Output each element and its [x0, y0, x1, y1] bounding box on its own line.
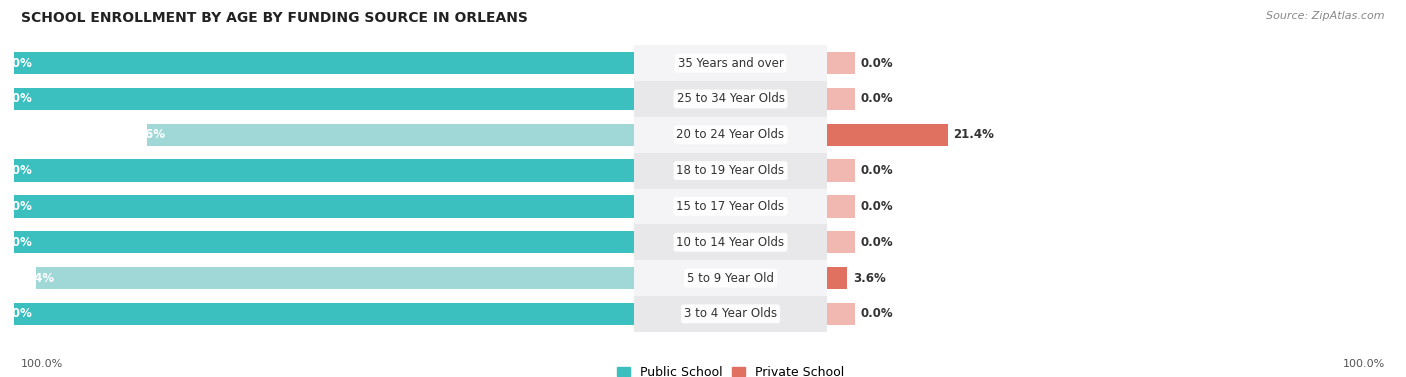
Text: 100.0%: 100.0% [21, 359, 63, 369]
Text: 100.0%: 100.0% [0, 200, 32, 213]
Bar [634, 260, 1406, 296]
Bar [0, 153, 827, 188]
Bar [634, 224, 827, 260]
Bar [146, 124, 634, 146]
Text: Source: ZipAtlas.com: Source: ZipAtlas.com [1267, 11, 1385, 21]
Bar [634, 224, 1406, 260]
Bar [0, 224, 634, 260]
Text: 100.0%: 100.0% [1343, 359, 1385, 369]
Text: 100.0%: 100.0% [0, 92, 32, 106]
Bar [634, 153, 827, 188]
Bar [827, 88, 855, 110]
Bar [0, 296, 634, 332]
Bar [0, 188, 634, 224]
Bar [634, 260, 827, 296]
Bar [0, 81, 827, 117]
Bar [0, 296, 827, 332]
Text: 35 Years and over: 35 Years and over [678, 57, 783, 70]
Bar [634, 153, 1406, 188]
Bar [14, 159, 634, 182]
Text: 96.4%: 96.4% [14, 271, 55, 285]
Text: 10 to 14 Year Olds: 10 to 14 Year Olds [676, 236, 785, 249]
Text: 78.6%: 78.6% [124, 128, 166, 141]
Bar [0, 45, 634, 81]
Bar [634, 81, 827, 117]
Bar [0, 45, 827, 81]
Bar [0, 260, 634, 296]
Bar [0, 117, 634, 153]
Text: 0.0%: 0.0% [860, 92, 894, 106]
Bar [14, 88, 634, 110]
Text: 0.0%: 0.0% [860, 307, 894, 320]
Bar [827, 231, 855, 253]
Bar [827, 124, 948, 146]
Text: 21.4%: 21.4% [953, 128, 994, 141]
Bar [14, 52, 634, 74]
Text: 0.0%: 0.0% [860, 236, 894, 249]
Bar [634, 45, 827, 81]
Text: 20 to 24 Year Olds: 20 to 24 Year Olds [676, 128, 785, 141]
Text: 18 to 19 Year Olds: 18 to 19 Year Olds [676, 164, 785, 177]
Bar [14, 195, 634, 218]
Text: 100.0%: 100.0% [0, 307, 32, 320]
Text: 100.0%: 100.0% [0, 236, 32, 249]
Text: SCHOOL ENROLLMENT BY AGE BY FUNDING SOURCE IN ORLEANS: SCHOOL ENROLLMENT BY AGE BY FUNDING SOUR… [21, 11, 529, 25]
Bar [827, 303, 855, 325]
Legend: Public School, Private School: Public School, Private School [612, 361, 849, 377]
Text: 3 to 4 Year Olds: 3 to 4 Year Olds [683, 307, 778, 320]
Text: 0.0%: 0.0% [860, 200, 894, 213]
Bar [634, 188, 827, 224]
Text: 3.6%: 3.6% [853, 271, 886, 285]
Bar [0, 224, 827, 260]
Bar [634, 296, 1406, 332]
Bar [0, 81, 634, 117]
Bar [827, 267, 848, 289]
Bar [37, 267, 634, 289]
Bar [0, 260, 827, 296]
Text: 0.0%: 0.0% [860, 164, 894, 177]
Bar [827, 195, 855, 218]
Bar [0, 188, 827, 224]
Text: 100.0%: 100.0% [0, 164, 32, 177]
Bar [634, 117, 1406, 153]
Bar [634, 45, 1406, 81]
Bar [634, 81, 1406, 117]
Bar [14, 231, 634, 253]
Text: 5 to 9 Year Old: 5 to 9 Year Old [688, 271, 775, 285]
Bar [14, 303, 634, 325]
Bar [827, 159, 855, 182]
Bar [634, 188, 1406, 224]
Bar [634, 117, 827, 153]
Text: 100.0%: 100.0% [0, 57, 32, 70]
Text: 15 to 17 Year Olds: 15 to 17 Year Olds [676, 200, 785, 213]
Bar [827, 52, 855, 74]
Text: 25 to 34 Year Olds: 25 to 34 Year Olds [676, 92, 785, 106]
Bar [0, 117, 827, 153]
Text: 0.0%: 0.0% [860, 57, 894, 70]
Bar [0, 153, 634, 188]
Bar [634, 296, 827, 332]
